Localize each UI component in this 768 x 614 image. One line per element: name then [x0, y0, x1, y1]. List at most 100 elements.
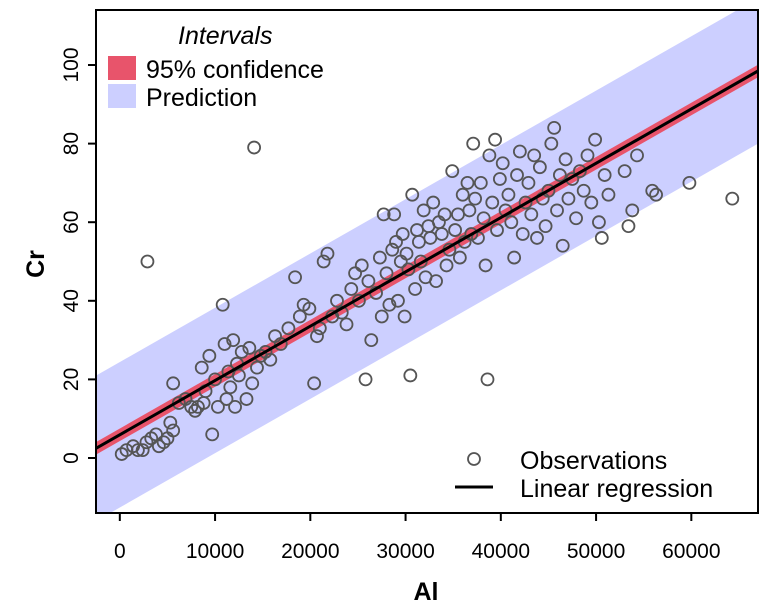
x-tick-label: 10000: [186, 540, 244, 563]
observation-point: [247, 140, 262, 155]
observation-point: [302, 301, 317, 316]
observation-point: [561, 191, 576, 206]
observation-point: [387, 207, 402, 222]
observation-point: [166, 376, 181, 391]
observation-point: [382, 297, 397, 312]
observation-point: [576, 183, 591, 198]
observation-point: [163, 415, 178, 430]
x-tick-label: 50000: [567, 540, 625, 563]
observation-point: [234, 344, 249, 359]
observation-point: [455, 187, 470, 202]
observation-point: [228, 399, 242, 414]
observation-point: [166, 423, 181, 438]
observation-point: [621, 219, 636, 234]
observation-point: [219, 392, 234, 406]
observation-point: [226, 333, 241, 347]
observation-point: [488, 132, 503, 147]
observation-point: [504, 215, 519, 230]
observation-point: [468, 191, 483, 206]
observation-point: [558, 152, 573, 167]
observation-point: [391, 293, 405, 308]
legend-series: Observations Linear regression: [455, 447, 713, 503]
x-tick-label: 40000: [472, 540, 530, 563]
observation-point: [473, 176, 488, 190]
observation-point: [217, 337, 232, 351]
observation-point: [555, 238, 570, 253]
observation-point: [507, 250, 522, 265]
observation-point: [135, 443, 150, 458]
y-tick-label: 100: [60, 47, 83, 82]
observation-point: [354, 258, 369, 273]
observation-point: [476, 211, 491, 226]
observation-point: [223, 380, 238, 395]
observation-point: [445, 164, 460, 179]
observation-point: [273, 337, 288, 351]
observation-point: [395, 227, 410, 241]
observation-point: [245, 376, 260, 391]
observation-point: [140, 254, 155, 269]
observation-point: [649, 187, 663, 202]
observation-point: [485, 195, 500, 210]
x-axis-title: Al: [414, 578, 439, 606]
observation-point: [399, 246, 414, 261]
observation-point: [448, 223, 462, 237]
y-tick-label: 0: [60, 452, 83, 464]
observation-point: [374, 309, 389, 324]
observation-point: [645, 183, 660, 198]
observation-point: [594, 231, 609, 245]
observation-point: [462, 203, 477, 218]
observation-point: [464, 227, 479, 241]
observation-point: [231, 368, 246, 383]
observation-point: [316, 254, 331, 269]
observation-point: [512, 144, 527, 159]
legend-prediction-label: Prediction: [146, 84, 257, 112]
observation-point: [307, 376, 322, 391]
legend-intervals: Intervals 95% confidence Prediction: [108, 22, 324, 112]
observation-point: [510, 168, 524, 182]
observation-point: [288, 270, 302, 285]
y-tick-label: 60: [60, 211, 83, 234]
observation-point: [584, 195, 599, 210]
observation-point: [344, 282, 359, 296]
observation-point: [320, 246, 335, 261]
observation-point: [501, 187, 516, 202]
observation-point: [184, 399, 199, 414]
x-tick-label: 20000: [281, 540, 339, 563]
observation-point: [330, 293, 344, 308]
observation-point: [588, 132, 603, 147]
observation-point: [452, 250, 467, 265]
observation-point: [437, 207, 452, 222]
observation-point: [547, 120, 562, 135]
plot-frame: [95, 9, 759, 514]
observation-point: [460, 176, 475, 190]
observation-point: [397, 309, 412, 324]
observation-point: [379, 266, 394, 281]
observation-point: [250, 360, 264, 375]
observation-point: [482, 148, 497, 163]
observation-point: [480, 372, 495, 387]
observation-point: [630, 148, 644, 163]
y-tick-label: 20: [60, 368, 83, 391]
observation-point: [358, 372, 373, 387]
observation-point: [527, 148, 542, 163]
observation-point: [541, 183, 556, 198]
observation-point: [361, 274, 376, 289]
observation-point: [426, 195, 441, 210]
legend-observations-label: Observations: [520, 447, 667, 475]
confidence-swatch: [108, 56, 136, 80]
x-tick-label: 0: [114, 540, 126, 563]
observation-points: [114, 120, 740, 461]
observation-point: [281, 321, 296, 336]
observation-point: [348, 266, 362, 281]
y-axis: 0 20 40 60 80 100: [60, 47, 96, 464]
observation-point: [376, 207, 391, 222]
legend-confidence-label: 95% confidence: [146, 56, 324, 84]
observation-point: [550, 203, 564, 218]
observation-point: [478, 258, 493, 273]
observation-point: [544, 136, 559, 151]
observation-point: [439, 258, 454, 273]
observation-point: [205, 427, 220, 442]
plot-area-content: [96, 10, 758, 513]
observation-point: [572, 164, 587, 179]
observation-point: [490, 223, 504, 237]
